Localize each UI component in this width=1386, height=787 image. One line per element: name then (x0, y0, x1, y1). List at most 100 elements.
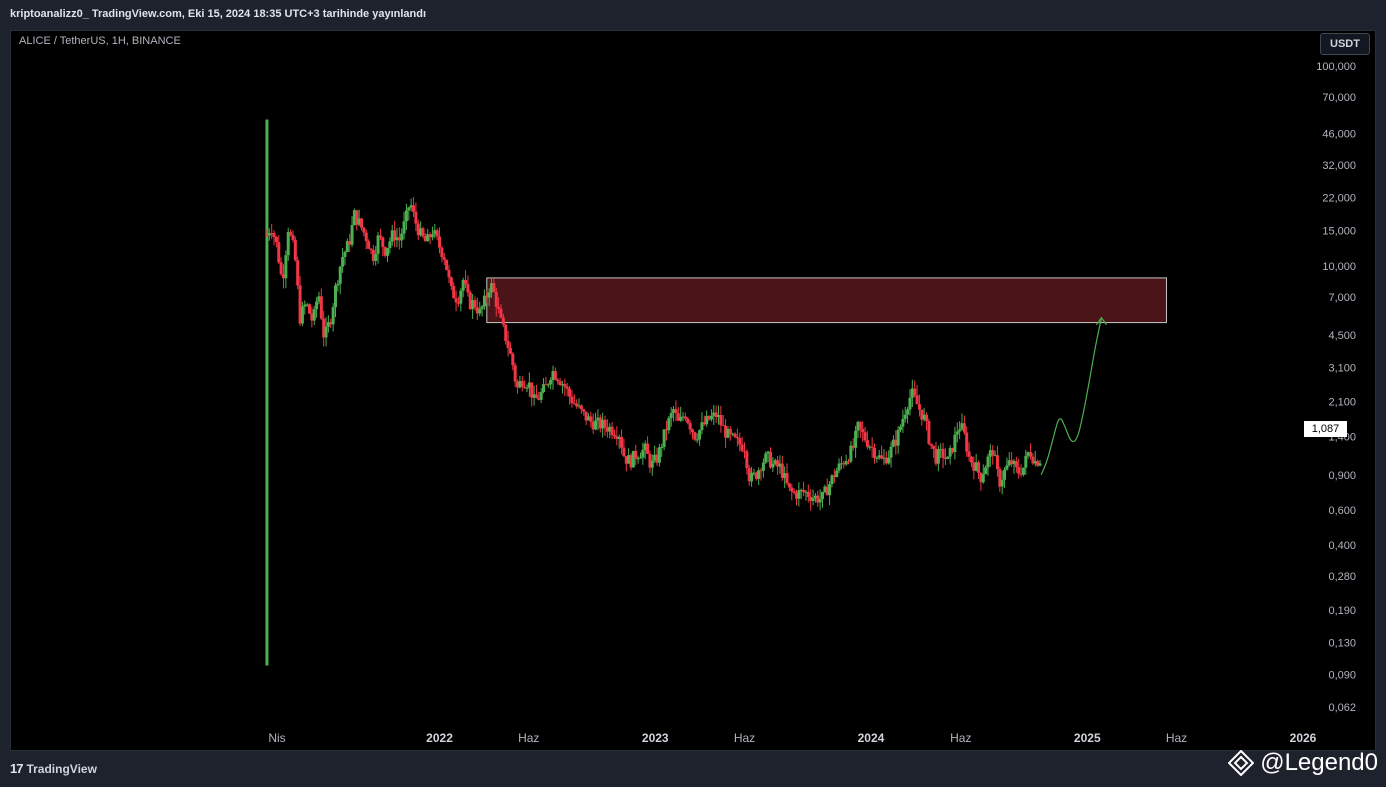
candle (821, 491, 825, 508)
x-tick-label: Haz (734, 731, 755, 745)
candle (1012, 458, 1016, 474)
candle (679, 406, 683, 422)
price-axis[interactable]: 100,000 70,000 46,000 32,000 22,000 15,000 10,… (1316, 61, 1356, 714)
candle-body (854, 430, 858, 448)
candle (586, 413, 590, 421)
resistance-zone-layer (486, 277, 1167, 324)
candle (745, 449, 749, 475)
candle (660, 443, 664, 457)
candle (752, 468, 756, 476)
candle (894, 430, 898, 455)
candle-body (974, 462, 978, 471)
symbol-title[interactable]: ALICE / TetherUS, 1H, BINANCE (19, 35, 181, 47)
candle (334, 282, 338, 318)
candle (636, 455, 640, 464)
candle (877, 449, 881, 460)
last-price-label: 1,087 (1304, 421, 1347, 437)
candle (965, 426, 969, 458)
candle-body (988, 450, 992, 457)
candle-body (319, 296, 323, 319)
candle-body (901, 418, 905, 427)
candle-body (286, 232, 290, 256)
candle (998, 466, 1002, 492)
candle-body (740, 444, 744, 451)
candle (780, 456, 784, 481)
candle (289, 229, 293, 237)
candle-body (338, 266, 342, 284)
price-chart[interactable]: 100,000 70,000 46,000 32,000 22,000 15,000 10,… (11, 31, 1377, 752)
candle (627, 448, 631, 464)
candle-body (407, 207, 411, 211)
candle (728, 425, 732, 441)
candle-body (965, 432, 969, 452)
candle-body (870, 446, 874, 448)
candle-body (475, 307, 479, 314)
candle-body (603, 419, 607, 428)
candle-body (1019, 473, 1023, 475)
candle (995, 445, 999, 477)
candle-body (823, 486, 827, 492)
candle-body (449, 277, 453, 286)
candle (440, 245, 444, 263)
candle (312, 305, 316, 326)
candle-body (669, 413, 673, 419)
candle (308, 303, 312, 315)
candle-body (326, 322, 330, 327)
candle-body (792, 491, 796, 493)
candle-body (627, 455, 631, 464)
candle-body (955, 431, 959, 435)
candle (499, 304, 503, 319)
candle (341, 247, 345, 273)
candle-body (969, 456, 973, 463)
currency-button[interactable]: USDT (1320, 33, 1370, 55)
candle-body (419, 228, 423, 236)
candle (837, 458, 841, 474)
time-axis[interactable]: Nis 2022 Haz 2023 Haz 2024 Haz 2025 Haz 2026 (268, 731, 1316, 745)
candle-body (724, 425, 728, 438)
candle-body (497, 306, 501, 309)
candle (319, 288, 323, 320)
candle (265, 229, 269, 237)
candle-body (813, 495, 817, 498)
candle (891, 435, 895, 448)
candle (393, 220, 397, 247)
candle (591, 413, 595, 434)
tradingview-logo[interactable]: 17 TradingView (10, 761, 97, 776)
candle (868, 444, 872, 451)
candle (806, 484, 810, 503)
candle (783, 466, 787, 489)
candle-body (752, 472, 756, 474)
candle (825, 478, 829, 496)
candle (610, 422, 614, 439)
candle-body (764, 453, 768, 463)
candle-body (527, 382, 531, 388)
candle-body (390, 230, 394, 242)
candle-body (298, 285, 302, 324)
candle-body (981, 474, 985, 483)
y-tick-label: 3,100 (1328, 362, 1356, 374)
candle-body (577, 405, 581, 407)
candle-body (1038, 463, 1042, 466)
watermark-text: @Legend0 (1260, 749, 1378, 776)
candle (478, 301, 482, 317)
candle-body (695, 439, 699, 441)
candle (681, 411, 685, 422)
candle-body (343, 251, 347, 257)
x-tick-label: 2025 (1074, 731, 1101, 745)
candle (899, 424, 903, 433)
candle-body (334, 285, 338, 308)
candle (383, 246, 387, 258)
candle-body (714, 412, 718, 418)
candle-body (887, 457, 891, 464)
candle (506, 330, 510, 357)
candle (847, 458, 851, 465)
binance-diamond-icon (1228, 750, 1255, 776)
candle-body (478, 309, 482, 314)
candle-body (433, 230, 437, 235)
candle-body (582, 409, 586, 412)
candle-body (960, 423, 964, 430)
chart-panel[interactable]: 100,000 70,000 46,000 32,000 22,000 15,000 10,… (10, 30, 1376, 751)
candle (903, 406, 907, 423)
candle-body (851, 445, 855, 448)
candle (513, 362, 517, 388)
